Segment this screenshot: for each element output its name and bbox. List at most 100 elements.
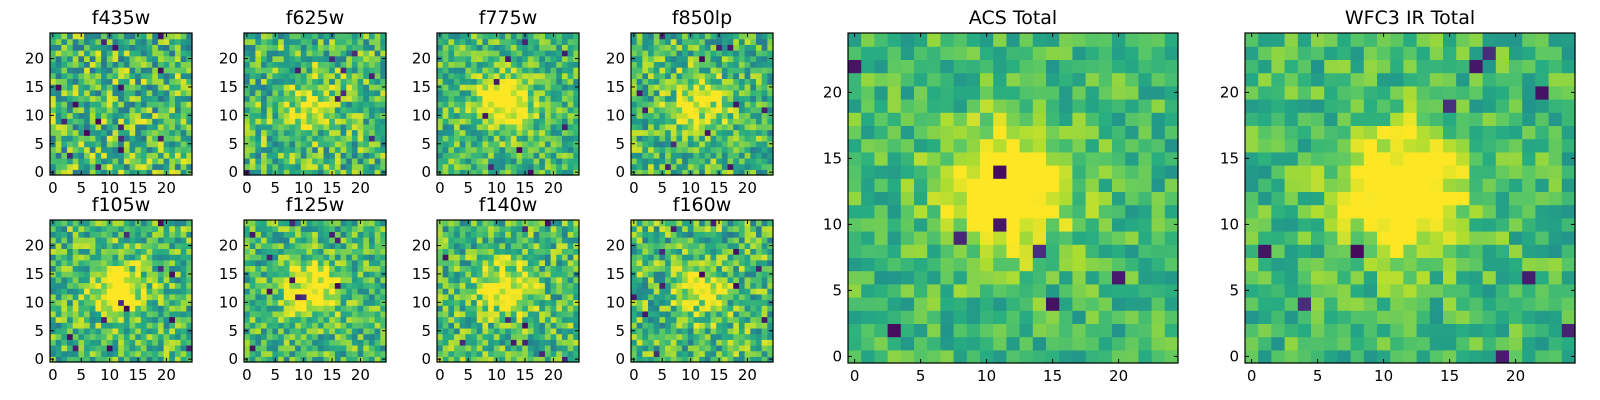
heatmap-cell bbox=[522, 254, 529, 261]
heatmap-cell bbox=[89, 242, 97, 249]
heatmap-cell bbox=[50, 72, 57, 80]
heatmap-cell bbox=[340, 310, 347, 318]
heatmap-cell bbox=[716, 140, 723, 148]
heatmap-cell bbox=[755, 169, 763, 176]
heatmap-cell bbox=[50, 50, 57, 57]
heatmap-cell bbox=[266, 310, 273, 318]
heatmap-cell bbox=[539, 225, 546, 232]
heatmap-cell bbox=[670, 135, 678, 142]
heatmap-cell bbox=[363, 254, 370, 261]
heatmap-cell bbox=[544, 265, 552, 272]
heatmap-cell bbox=[123, 344, 131, 352]
heatmap-cell bbox=[146, 220, 153, 227]
heatmap-cell bbox=[676, 78, 683, 85]
heatmap-cell bbox=[317, 299, 325, 306]
heatmap-cell bbox=[465, 129, 472, 136]
heatmap-cell bbox=[704, 61, 712, 68]
heatmap-cell bbox=[493, 282, 501, 289]
heatmap-cell bbox=[289, 339, 296, 346]
heatmap-cell bbox=[665, 327, 672, 335]
heatmap-cell bbox=[346, 72, 353, 80]
heatmap-cell bbox=[55, 33, 62, 40]
heatmap-cell bbox=[89, 55, 97, 62]
heatmap-cell bbox=[340, 282, 347, 289]
heatmap-cell bbox=[665, 101, 672, 108]
heatmap-cell bbox=[750, 322, 757, 329]
heatmap-cell bbox=[95, 316, 102, 323]
heatmap-cell bbox=[89, 271, 97, 278]
heatmap-cell bbox=[471, 72, 478, 80]
heatmap-cell bbox=[278, 225, 285, 232]
heatmap-cell bbox=[84, 169, 91, 176]
heatmap-cell bbox=[323, 339, 330, 346]
heatmap-cell bbox=[516, 135, 523, 142]
heatmap-cell bbox=[665, 118, 672, 125]
heatmap-cell bbox=[101, 327, 108, 335]
heatmap-cell bbox=[329, 78, 336, 85]
heatmap-cell bbox=[340, 237, 347, 244]
heatmap-cell bbox=[767, 118, 774, 125]
x-tick-label: 20 bbox=[351, 179, 370, 197]
heatmap-cell bbox=[140, 356, 148, 363]
heatmap-cell bbox=[744, 322, 751, 329]
heatmap-cell bbox=[89, 282, 97, 289]
heatmap-cell bbox=[567, 350, 574, 357]
heatmap-cell bbox=[140, 271, 148, 278]
heatmap-cell bbox=[733, 89, 740, 97]
heatmap-cell bbox=[505, 316, 512, 323]
heatmap-cell bbox=[556, 118, 563, 125]
heatmap-cell bbox=[129, 310, 136, 318]
heatmap-cell bbox=[67, 78, 74, 85]
heatmap-cell bbox=[476, 118, 484, 125]
heatmap-cell bbox=[437, 135, 444, 142]
heatmap-cell bbox=[510, 67, 518, 74]
heatmap-cell bbox=[334, 72, 342, 80]
heatmap-cell bbox=[459, 72, 466, 80]
heatmap-cell bbox=[55, 237, 62, 244]
heatmap-cell bbox=[516, 293, 523, 301]
heatmap-cell bbox=[482, 293, 489, 301]
heatmap-cell bbox=[174, 259, 182, 267]
heatmap-cell bbox=[249, 276, 256, 284]
heatmap-cell bbox=[710, 299, 717, 306]
heatmap-cell bbox=[61, 276, 68, 284]
heatmap-cell bbox=[721, 169, 729, 176]
heatmap-cell bbox=[317, 169, 325, 176]
heatmap-cell bbox=[631, 288, 638, 295]
heatmap-cell bbox=[699, 293, 706, 301]
heatmap-cell bbox=[249, 316, 256, 323]
heatmap-cell bbox=[169, 316, 176, 323]
heatmap-cell bbox=[561, 350, 569, 357]
heatmap-cell bbox=[357, 254, 364, 261]
heatmap-cell bbox=[317, 254, 325, 261]
heatmap-cell bbox=[123, 38, 131, 45]
heatmap-cell bbox=[693, 78, 700, 85]
x-tick-label: 10 bbox=[100, 366, 119, 384]
heatmap-cell bbox=[89, 344, 97, 352]
heatmap-cell bbox=[693, 146, 700, 153]
heatmap-cell bbox=[631, 316, 638, 323]
heatmap-cell bbox=[544, 350, 552, 357]
heatmap-cell bbox=[704, 350, 712, 357]
heatmap-cell bbox=[317, 163, 325, 170]
heatmap-cell bbox=[312, 101, 319, 108]
x-tick-label: 0 bbox=[629, 179, 639, 197]
heatmap-cell bbox=[380, 157, 387, 165]
heatmap-cell bbox=[499, 310, 506, 318]
heatmap-cell bbox=[329, 135, 336, 142]
heatmap-cell bbox=[380, 310, 387, 318]
heatmap-cell bbox=[283, 106, 291, 114]
heatmap-cell bbox=[710, 78, 717, 85]
heatmap-cell bbox=[101, 282, 108, 289]
heatmap-cell bbox=[118, 129, 125, 136]
heatmap-cell bbox=[561, 135, 569, 142]
heatmap-cell bbox=[550, 305, 557, 312]
heatmap-cell bbox=[516, 265, 523, 272]
heatmap-cell bbox=[118, 78, 125, 85]
heatmap-cell bbox=[539, 146, 546, 153]
heatmap-cell bbox=[642, 344, 649, 352]
heatmap-cell bbox=[687, 350, 695, 357]
heatmap-cell bbox=[636, 305, 643, 312]
heatmap-cell bbox=[249, 163, 256, 170]
x-tick-label: 5 bbox=[657, 179, 667, 197]
